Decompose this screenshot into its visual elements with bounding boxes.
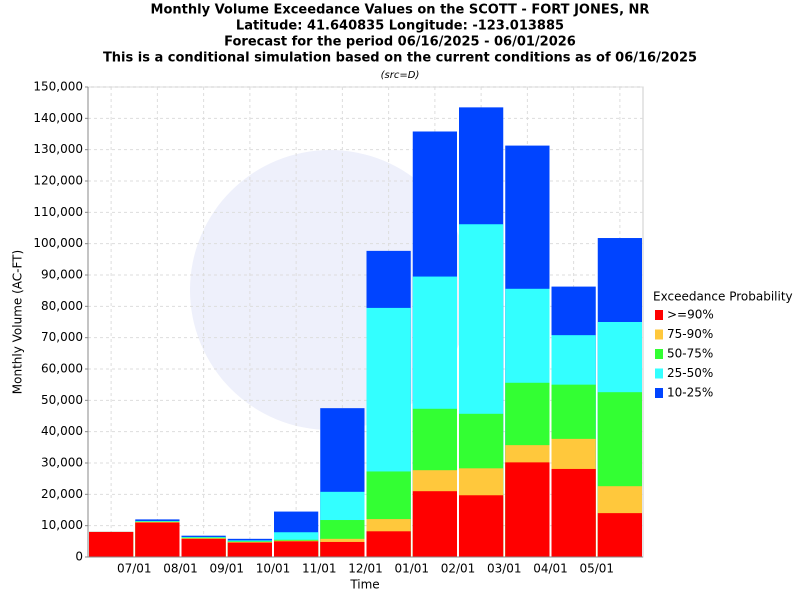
- legend-label: 50-75%: [667, 347, 713, 361]
- y-tick-label: 10,000: [41, 518, 83, 532]
- bar: [412, 491, 457, 557]
- legend-label: 10-25%: [667, 386, 713, 400]
- y-tick-label: 50,000: [41, 393, 83, 407]
- legend-swatch: [655, 388, 663, 398]
- bar: [135, 522, 180, 557]
- x-tick-label: 03/01: [487, 562, 522, 576]
- y-tick-label: 40,000: [41, 424, 83, 438]
- title-line: Latitude: 41.640835 Longitude: -123.0138…: [236, 19, 564, 34]
- x-tick-label: 12/01: [348, 562, 383, 576]
- x-tick-label: 05/01: [579, 562, 614, 576]
- y-tick-label: 100,000: [33, 236, 83, 250]
- y-tick-label: 150,000: [33, 80, 83, 94]
- subtitle: (src=D): [381, 70, 420, 81]
- legend-label: >=90%: [667, 308, 714, 322]
- chart-title: Monthly Volume Exceedance Values on the …: [151, 3, 650, 18]
- y-tick-label: 140,000: [33, 111, 83, 125]
- y-tick-label: 70,000: [41, 330, 83, 344]
- y-tick-label: 60,000: [41, 362, 83, 376]
- bar: [551, 468, 596, 557]
- legend-swatch: [655, 349, 663, 359]
- x-tick-label: 10/01: [256, 562, 291, 576]
- x-tick-label: 02/01: [441, 562, 476, 576]
- title-line: This is a conditional simulation based o…: [103, 51, 697, 66]
- bar: [320, 541, 365, 557]
- legend-label: 75-90%: [667, 327, 713, 341]
- y-tick-label: 110,000: [33, 205, 83, 219]
- y-tick-label: 0: [75, 550, 83, 564]
- x-tick-label: 11/01: [302, 562, 337, 576]
- x-axis-label: Time: [349, 578, 379, 592]
- title-line: Forecast for the period 06/16/2025 - 06/…: [224, 35, 576, 50]
- legend-title: Exceedance Probability: [653, 290, 793, 304]
- y-tick-label: 90,000: [41, 268, 83, 282]
- legend-swatch: [655, 329, 663, 340]
- legend-label: 25-50%: [667, 366, 713, 380]
- bar: [274, 541, 319, 557]
- x-tick-label: 07/01: [117, 562, 152, 576]
- x-tick-label: 09/01: [209, 562, 244, 576]
- bar: [459, 495, 504, 557]
- bar: [505, 462, 550, 557]
- x-tick-label: 04/01: [533, 562, 568, 576]
- y-tick-label: 20,000: [41, 487, 83, 501]
- bar: [89, 531, 134, 557]
- y-tick-label: 30,000: [41, 456, 83, 470]
- bar: [181, 538, 226, 557]
- legend-swatch: [655, 310, 663, 320]
- y-axis-label: Monthly Volume (AC-FT): [11, 250, 25, 394]
- legend-swatch: [655, 368, 663, 379]
- bar: [366, 531, 411, 557]
- x-tick-label: 08/01: [163, 562, 198, 576]
- x-tick-label: 01/01: [394, 562, 429, 576]
- y-tick-label: 130,000: [33, 142, 83, 156]
- y-tick-label: 80,000: [41, 299, 83, 313]
- bar: [597, 513, 642, 557]
- bar: [227, 542, 272, 557]
- y-tick-label: 120,000: [33, 174, 83, 188]
